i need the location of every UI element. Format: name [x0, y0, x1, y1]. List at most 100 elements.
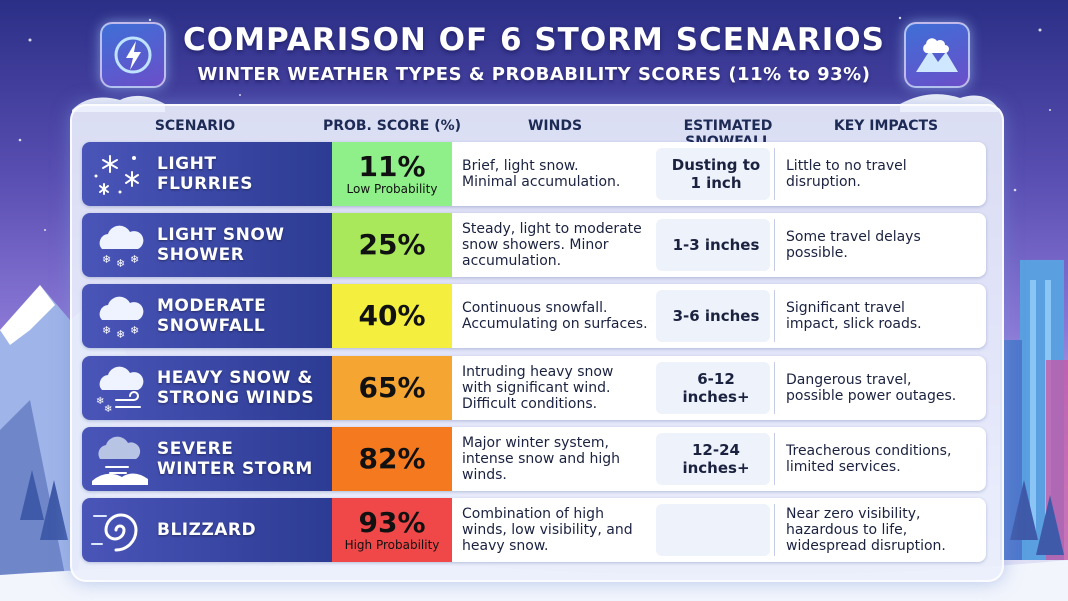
text-line: 1-3 inches: [672, 236, 760, 254]
snowfall-pill: [656, 290, 770, 342]
text-line: snow showers. Minor: [462, 237, 609, 253]
column-divider: [774, 504, 775, 556]
storm-cloud-icon: [90, 431, 150, 487]
table-row: ❄ ❄ ❄ LIGHT SNOW SHOWER 25% Steady, light to m…: [82, 213, 986, 277]
text-line: MODERATE: [157, 296, 267, 316]
column-divider: [774, 148, 775, 200]
scenario-label: BLIZZARD: [157, 498, 332, 562]
text-line: intense snow and high: [462, 451, 621, 467]
winds-cell: Intruding heavy snow with significant win…: [462, 356, 662, 420]
scenario-cell: SEVERE WINTER STORM: [82, 427, 332, 491]
text-line: SNOWFALL: [157, 316, 266, 336]
scenario-cell: LIGHT FLURRIES: [82, 142, 332, 206]
snowfall-cell: Dusting to 1 inch: [662, 142, 770, 206]
prob-score-cell: 82%: [332, 427, 452, 491]
scenario-label: MODERATE SNOWFALL: [157, 284, 332, 348]
text-line: disruption.: [786, 174, 861, 190]
prob-score-cell: 40%: [332, 284, 452, 348]
mountain-cloud-icon: [904, 22, 970, 88]
text-line: possible power outages.: [786, 388, 957, 404]
scenario-label: HEAVY SNOW & STRONG WINDS: [157, 356, 332, 420]
prob-score-tag: High Probability: [344, 538, 440, 552]
prob-score-value: 93%: [358, 506, 426, 539]
prob-score-cell: 11% Low Probability: [332, 142, 452, 206]
scenario-label: LIGHT FLURRIES: [157, 142, 332, 206]
text-line: Continuous snowfall.: [462, 300, 608, 316]
text-line: Brief, light snow.: [462, 158, 579, 174]
snowfall-cell: 6-12 inches+: [662, 356, 770, 420]
text-line: with significant wind.: [462, 380, 611, 396]
text-line: winds, low visibility, and: [462, 522, 633, 538]
impacts-cell: Significant travel impact, slick roads.: [786, 284, 982, 348]
snowfall-pill: [656, 148, 770, 200]
text-line: Steady, light to moderate: [462, 221, 642, 237]
text-line: Minimal accumulation.: [462, 174, 621, 190]
text-line: Significant travel: [786, 300, 905, 316]
prob-score-value: 82%: [358, 442, 426, 475]
prob-score-cell: 25%: [332, 213, 452, 277]
snow-cloud-icon: ❄ ❄ ❄: [90, 217, 150, 273]
chart-subtitle: WINTER WEATHER TYPES & PROBABILITY SCORE…: [197, 64, 871, 85]
text-line: Combination of high: [462, 506, 604, 522]
table-row: BLIZZARD 93% High Probability Combination o…: [82, 498, 986, 562]
scenario-label: SEVERE WINTER STORM: [157, 427, 332, 491]
text-line: inches+: [682, 388, 750, 406]
snow-cloud-icon: ❄ ❄ ❄: [90, 288, 150, 344]
text-line: 6-12: [697, 370, 735, 388]
text-line: Major winter system,: [462, 435, 609, 451]
text-line: Treacherous conditions,: [786, 443, 952, 459]
snowfall-cell: 1-3 inches: [662, 213, 770, 277]
text-line: SEVERE: [157, 439, 234, 459]
prob-score-value: 65%: [358, 371, 426, 404]
snowflakes-icon: [90, 146, 150, 202]
text-line: FLURRIES: [157, 174, 254, 194]
table-row: SEVERE WINTER STORM 82% Major winter system…: [82, 427, 986, 491]
text-line: WINTER STORM: [157, 459, 313, 479]
text-line: winds.: [462, 467, 507, 483]
svg-text:❄: ❄: [130, 253, 139, 266]
winds-cell: Combination of high winds, low visibility…: [462, 498, 662, 562]
column-divider: [774, 219, 775, 271]
prob-score-tag: Low Probability: [346, 182, 438, 196]
prob-score-cell: 93% High Probability: [332, 498, 452, 562]
text-line: possible.: [786, 245, 848, 261]
text-line: Some travel delays: [786, 229, 921, 245]
blizzard-swirl-icon: [90, 502, 150, 558]
winds-cell: Steady, light to moderate snow showers. M…: [462, 213, 662, 277]
scenario-cell: ❄ ❄ ❄ LIGHT SNOW SHOWER: [82, 213, 332, 277]
text-line: Dangerous travel,: [786, 372, 912, 388]
svg-text:❄: ❄: [102, 253, 111, 266]
wind-snow-cloud-icon: ❄ ❄: [90, 360, 150, 416]
text-line: limited services.: [786, 459, 901, 475]
energy-icon: [100, 22, 166, 88]
winds-cell: Major winter system, intense snow and hig…: [462, 427, 662, 491]
svg-text:❄: ❄: [116, 328, 125, 341]
table-row: ❄ ❄ HEAVY SNOW & STRONG WINDS 65% Intruding h…: [82, 356, 986, 420]
winds-cell: Continuous snowfall. Accumulating on surf…: [462, 284, 662, 348]
column-divider: [774, 362, 775, 414]
prob-score-value: 25%: [358, 228, 426, 261]
winds-cell: Brief, light snow. Minimal accumulation.: [462, 142, 662, 206]
snowfall-cell: [662, 498, 770, 562]
text-line: BLIZZARD: [157, 520, 257, 540]
scenario-label: LIGHT SNOW SHOWER: [157, 213, 332, 277]
impacts-cell: Some travel delays possible.: [786, 213, 982, 277]
table-row: ❄ ❄ ❄ MODERATE SNOWFALL 40% Continuous snowfal…: [82, 284, 986, 348]
impacts-cell: Treacherous conditions, limited services.: [786, 427, 982, 491]
column-divider: [774, 433, 775, 485]
text-line: SHOWER: [157, 245, 245, 265]
text-line: impact, slick roads.: [786, 316, 922, 332]
text-line: Near zero visibility,: [786, 506, 921, 522]
text-line: widespread disruption.: [786, 538, 946, 554]
snowfall-cell: 3-6 inches: [662, 284, 770, 348]
text-line: Dusting to: [671, 156, 761, 174]
header-scenario: SCENARIO: [154, 118, 236, 134]
header-winds: WINDS: [527, 118, 583, 134]
column-divider: [774, 290, 775, 342]
svg-text:❄: ❄: [130, 324, 139, 337]
text-line: LIGHT SNOW: [157, 225, 285, 245]
text-line: Little to no travel: [786, 158, 907, 174]
snowfall-pill: [656, 433, 770, 485]
text-line: 12-24: [692, 441, 740, 459]
text-line: Accumulating on surfaces.: [462, 316, 648, 332]
